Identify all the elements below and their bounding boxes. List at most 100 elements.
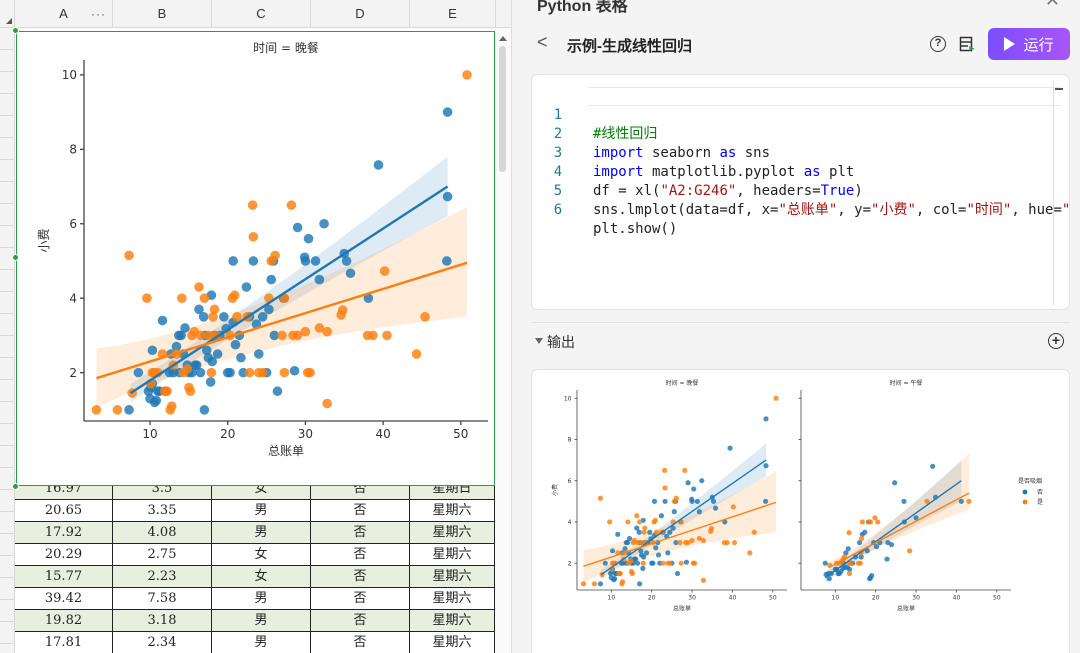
row-header[interactable] bbox=[0, 336, 15, 358]
run-button[interactable]: 运行 bbox=[988, 28, 1070, 60]
cell-a[interactable]: 20.29 bbox=[15, 544, 113, 565]
scroll-up-arrow-icon[interactable] bbox=[499, 36, 507, 41]
row-header[interactable] bbox=[0, 314, 15, 336]
row-header[interactable] bbox=[0, 28, 15, 50]
row-header[interactable] bbox=[0, 622, 15, 644]
code-line[interactable]: sns.lmplot(data=df, x="总账单", y="小费", col… bbox=[593, 202, 1070, 218]
embedded-chart[interactable]: 10 20 30 40 50 2 4 6 8 10 时间 = 晚餐 总账单 小费 bbox=[12, 27, 495, 490]
cell-d[interactable]: 否 bbox=[311, 610, 410, 631]
select-all-corner[interactable] bbox=[0, 0, 15, 28]
cell-e[interactable]: 星期六 bbox=[410, 544, 495, 565]
cell-d[interactable]: 否 bbox=[311, 522, 410, 543]
table-row[interactable]: 39.42 7.58 男否星期六 bbox=[15, 588, 495, 610]
code-line[interactable]: plt.show() bbox=[593, 221, 678, 237]
close-icon[interactable]: ✕ bbox=[1044, 0, 1060, 10]
cell-b[interactable]: 4.08 bbox=[113, 522, 212, 543]
column-header-c[interactable]: C bbox=[212, 0, 311, 28]
code-line[interactable]: df = xl("A2:G246", headers=True) bbox=[593, 183, 863, 199]
table-row[interactable]: 20.29 2.75 女否星期六 bbox=[15, 544, 495, 566]
cell-a[interactable]: 17.81 bbox=[15, 632, 113, 653]
cell-d[interactable]: 否 bbox=[311, 588, 410, 609]
script-list-icon[interactable] bbox=[959, 36, 975, 52]
scrollbar-thumb[interactable] bbox=[499, 46, 506, 172]
row-header[interactable] bbox=[0, 556, 15, 578]
code-editor[interactable]: 1 #线性回归 2 import seaborn as sns 3 import… bbox=[531, 74, 1070, 310]
cell-e[interactable]: 星期六 bbox=[410, 588, 495, 609]
row-header[interactable] bbox=[0, 578, 15, 600]
row-header[interactable] bbox=[0, 380, 15, 402]
row-header[interactable] bbox=[0, 358, 15, 380]
cell-e[interactable]: 星期六 bbox=[410, 632, 495, 653]
plus-circle-icon[interactable]: + bbox=[1048, 333, 1064, 349]
row-header[interactable] bbox=[0, 138, 15, 160]
cell-a[interactable]: 17.92 bbox=[15, 522, 113, 543]
cell-b[interactable]: 2.34 bbox=[113, 632, 212, 653]
cell-c[interactable]: 男 bbox=[212, 610, 311, 631]
row-header[interactable] bbox=[0, 160, 15, 182]
row-header[interactable] bbox=[0, 512, 15, 534]
row-header[interactable] bbox=[0, 94, 15, 116]
chevron-left-icon[interactable]: < bbox=[537, 32, 548, 52]
row-header[interactable] bbox=[0, 490, 15, 512]
row-header[interactable] bbox=[0, 72, 15, 94]
column-header-d[interactable]: D bbox=[311, 0, 410, 28]
cell-c[interactable]: 男 bbox=[212, 632, 311, 653]
cell-c[interactable]: 男 bbox=[212, 500, 311, 521]
resize-handle-left[interactable] bbox=[12, 254, 19, 261]
cell-a[interactable]: 19.82 bbox=[15, 610, 113, 631]
cell-b[interactable]: 2.75 bbox=[113, 544, 212, 565]
cell-b[interactable]: 3.35 bbox=[113, 500, 212, 521]
cell-e[interactable]: 星期六 bbox=[410, 610, 495, 631]
more-horizontal-icon[interactable]: ··· bbox=[91, 7, 106, 21]
cell-e[interactable]: 星期六 bbox=[410, 500, 495, 521]
cell-d[interactable]: 否 bbox=[311, 544, 410, 565]
cell-e[interactable]: 星期六 bbox=[410, 522, 495, 543]
cell-c[interactable]: 女 bbox=[212, 544, 311, 565]
row-header[interactable] bbox=[0, 50, 15, 72]
table-row[interactable]: 17.92 4.08 男否星期六 bbox=[15, 522, 495, 544]
column-header-a[interactable]: A ··· bbox=[15, 0, 113, 28]
cell-b[interactable]: 7.58 bbox=[113, 588, 212, 609]
code-line[interactable]: import matplotlib.pyplot as plt bbox=[593, 164, 855, 180]
cell-e[interactable]: 星期六 bbox=[410, 566, 495, 587]
cell-b[interactable]: 2.23 bbox=[113, 566, 212, 587]
output-section-header[interactable]: 输出 + bbox=[531, 331, 1070, 353]
cell-a[interactable]: 15.77 bbox=[15, 566, 113, 587]
table-row[interactable]: 17.81 2.34 男否星期六 bbox=[15, 632, 495, 653]
row-header[interactable] bbox=[0, 248, 15, 270]
row-header[interactable] bbox=[0, 204, 15, 226]
row-header[interactable] bbox=[0, 226, 15, 248]
cell-c[interactable]: 男 bbox=[212, 522, 311, 543]
column-header-b[interactable]: B bbox=[113, 0, 212, 28]
cell-b[interactable]: 3.18 bbox=[113, 610, 212, 631]
resize-handle-bottom-left[interactable] bbox=[12, 483, 19, 490]
cell-a[interactable]: 39.42 bbox=[15, 588, 113, 609]
row-header[interactable] bbox=[0, 600, 15, 622]
table-row[interactable]: 19.82 3.18 男否星期六 bbox=[15, 610, 495, 632]
row-header[interactable] bbox=[0, 468, 15, 490]
cell-d[interactable]: 否 bbox=[311, 500, 410, 521]
table-row[interactable]: 20.65 3.35 男否星期六 bbox=[15, 500, 495, 522]
resize-handle-top-left[interactable] bbox=[12, 27, 19, 34]
row-header[interactable] bbox=[0, 116, 15, 138]
row-header[interactable] bbox=[0, 270, 15, 292]
row-header[interactable] bbox=[0, 446, 15, 468]
help-circle-icon[interactable]: ? bbox=[930, 36, 946, 52]
editor-scrollbar[interactable] bbox=[1053, 81, 1063, 305]
cell-c[interactable]: 女 bbox=[212, 566, 311, 587]
row-header[interactable] bbox=[0, 424, 15, 446]
code-line[interactable]: import seaborn as sns bbox=[593, 145, 771, 161]
row-header[interactable] bbox=[0, 182, 15, 204]
table-row[interactable]: 15.77 2.23 女否星期六 bbox=[15, 566, 495, 588]
row-header[interactable] bbox=[0, 534, 15, 556]
code-line[interactable]: #线性回归 bbox=[593, 126, 658, 142]
cell-c[interactable]: 男 bbox=[212, 588, 311, 609]
collapse-triangle-icon[interactable] bbox=[535, 338, 543, 344]
row-header[interactable] bbox=[0, 292, 15, 314]
vertical-scrollbar[interactable] bbox=[495, 28, 511, 653]
cell-a[interactable]: 20.65 bbox=[15, 500, 113, 521]
column-header-e[interactable]: E bbox=[410, 0, 496, 28]
cell-d[interactable]: 否 bbox=[311, 632, 410, 653]
cell-d[interactable]: 否 bbox=[311, 566, 410, 587]
row-header[interactable] bbox=[0, 402, 15, 424]
